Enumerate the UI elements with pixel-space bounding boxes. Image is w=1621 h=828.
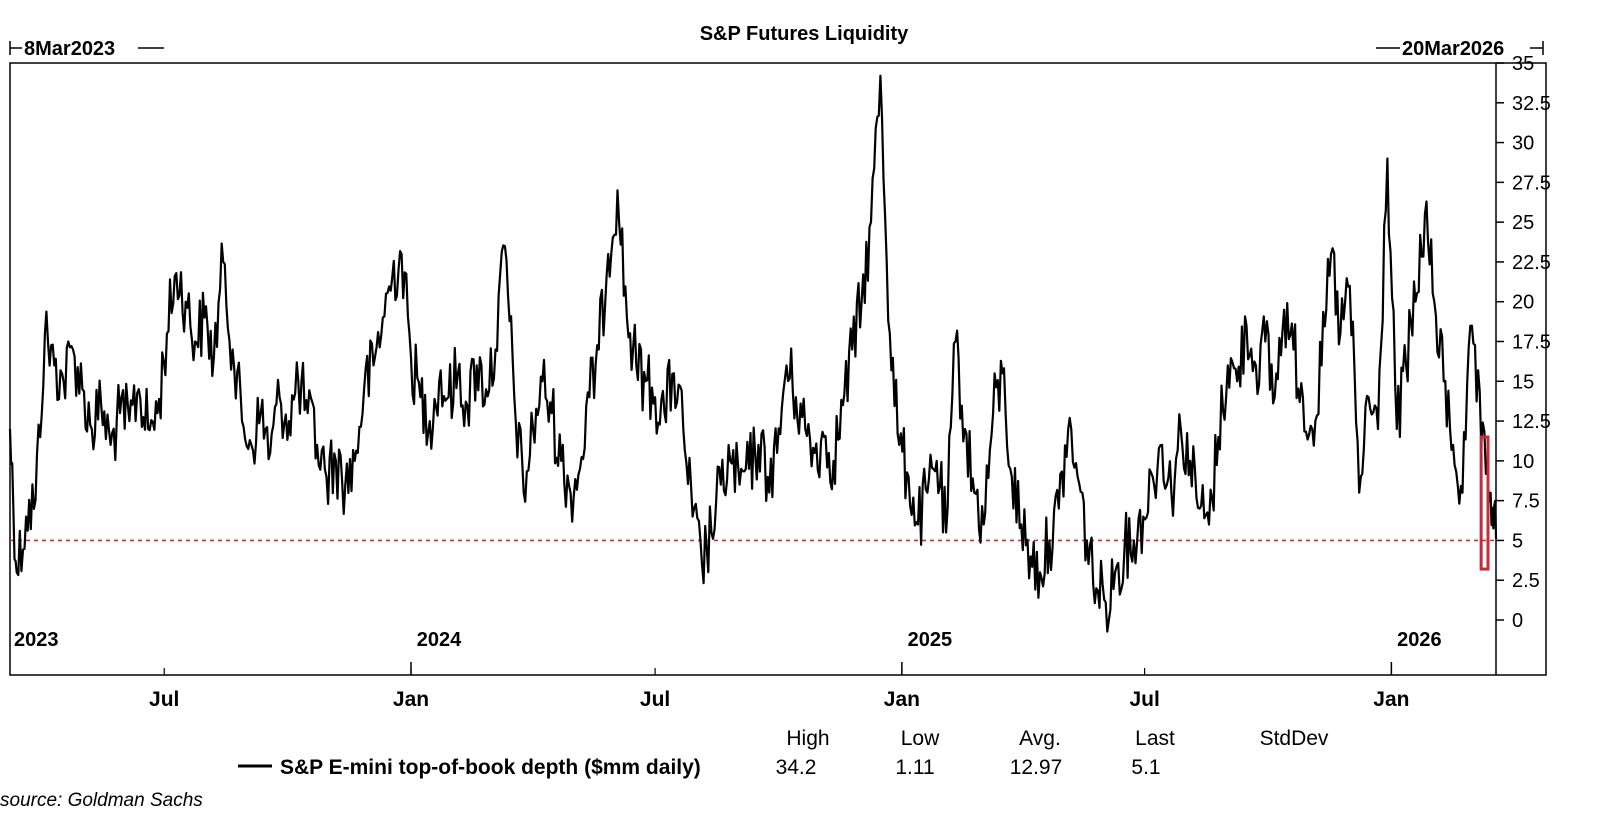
stat-value-high: 34.2 [776, 756, 817, 779]
x-axis: 2023 2024 2025 2026 Jul Jan Jul Jan Jul Jan [14, 629, 1442, 711]
y-tick-label: 5 [1512, 530, 1523, 552]
y-tick-label: 10 [1512, 451, 1534, 473]
stat-header-last: Last [1135, 727, 1175, 750]
source-note: source: Goldman Sachs [0, 790, 203, 811]
series-layer [8, 74, 1498, 633]
year-label: 2023 [14, 629, 59, 651]
month-label: Jan [393, 688, 429, 711]
y-tick-label: 22.5 [1512, 252, 1551, 274]
month-label: Jul [1129, 688, 1159, 711]
y-tick-label: 15 [1512, 371, 1534, 393]
end-date-marker: 20Mar2026 [1376, 38, 1544, 60]
y-tick-label: 25 [1512, 212, 1534, 234]
highlight-box [1479, 435, 1490, 571]
start-date-label: 8Mar2023 [24, 38, 115, 60]
stat-header-stddev: StdDev [1260, 727, 1329, 750]
month-label: Jul [149, 688, 179, 711]
stat-header-low: Low [901, 727, 940, 750]
y-tick-label: 2.5 [1512, 570, 1540, 592]
y-tick-label: 17.5 [1512, 332, 1551, 354]
series-line [8, 74, 1498, 633]
stat-header-high: High [786, 727, 829, 750]
y-tick-label: 30 [1512, 133, 1534, 155]
y-tick-label: 12.5 [1512, 411, 1551, 433]
legend-series-label: S&P E-mini top-of-book depth ($mm daily) [280, 756, 701, 779]
start-date-marker: 8Mar2023 [9, 38, 164, 60]
stat-value-last: 5.1 [1131, 756, 1160, 779]
year-label: 2025 [908, 629, 953, 651]
y-tick-label: 20 [1512, 292, 1534, 314]
month-label: Jan [884, 688, 920, 711]
month-label: Jul [640, 688, 670, 711]
y-tick-label: 35 [1512, 53, 1534, 75]
stat-value-avg: 12.97 [1010, 756, 1063, 779]
stat-header-avg: Avg. [1019, 727, 1061, 750]
stat-value-low: 1.11 [895, 756, 934, 779]
highlight-layer [1479, 435, 1490, 571]
year-label: 2026 [1397, 629, 1442, 651]
year-label: 2024 [417, 629, 462, 651]
y-tick-label: 27.5 [1512, 172, 1551, 194]
legend: High Low Avg. Last StdDev S&P E-mini top… [238, 727, 1329, 779]
y-tick-label: 32.5 [1512, 93, 1551, 115]
y-tick-label: 7.5 [1512, 491, 1540, 513]
chart-title: S&P Futures Liquidity [700, 23, 909, 45]
y-tick-label: 0 [1512, 610, 1523, 632]
month-label: Jan [1373, 688, 1409, 711]
y-axis: 35 32.5 30 27.5 25 22.5 20 17.5 15 12.5 10 7.5 5 2.5 0 [1495, 53, 1551, 675]
end-date-label: 20Mar2026 [1402, 38, 1504, 60]
plot-frame [9, 62, 1547, 676]
